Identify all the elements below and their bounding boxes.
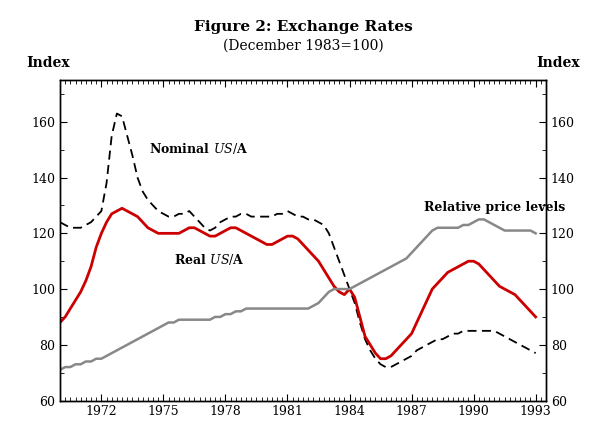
Text: Index: Index: [536, 57, 580, 70]
Text: Relative price levels: Relative price levels: [424, 201, 565, 214]
Text: Real $US/$A: Real $US/$A: [174, 252, 244, 267]
Text: Nominal $US/$A: Nominal $US/$A: [149, 141, 248, 156]
Text: Figure 2: Exchange Rates: Figure 2: Exchange Rates: [194, 20, 412, 34]
Text: (December 1983=100): (December 1983=100): [223, 39, 383, 53]
Text: Index: Index: [26, 57, 70, 70]
